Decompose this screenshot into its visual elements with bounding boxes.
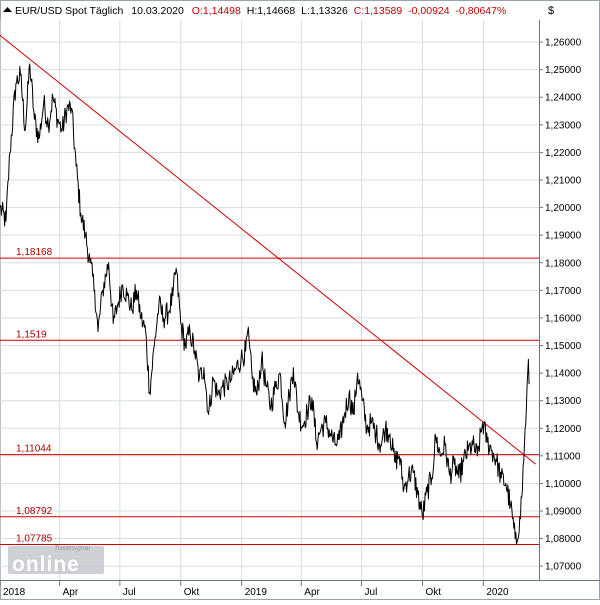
horizontal-levels: 1,18168 1,1519 1,11044 1,08792 1,07785	[0, 247, 539, 546]
chart-header: EUR/USD Spot Täglich 10.03.2020 O:1,1449…	[3, 5, 554, 17]
y-tick-label: 1,18000	[545, 258, 582, 269]
y-tick-label: 1,17000	[545, 286, 582, 297]
currency-symbol: $	[548, 5, 554, 17]
x-tick-label: Apr	[63, 587, 79, 598]
level-label: 1,08792	[16, 506, 53, 517]
change-percent: -0,80647%	[456, 5, 507, 17]
level-label: 1,18168	[16, 247, 53, 258]
y-tick-label: 1,19000	[545, 231, 582, 242]
level-label: 1,1519	[16, 329, 47, 340]
y-tick-label: 1,13000	[545, 396, 582, 407]
x-tick-label: 2018	[3, 587, 26, 598]
y-tick-label: 1,07000	[545, 562, 582, 573]
close-value: C:1,13589	[354, 5, 403, 17]
x-tick-label: Apr	[304, 587, 320, 598]
y-axis: 1,26000 1,25000 1,24000 1,23000 1,22000 1,210…	[539, 38, 582, 573]
svg-text:EUR/USD Spot Täglich 10.: EUR/USD Spot Täglich 10.03.2020 O:1,1449…	[15, 5, 506, 17]
high-value: H:1,14668	[247, 5, 296, 17]
y-tick-label: 1,11000	[545, 451, 581, 462]
trendline	[0, 34, 537, 465]
y-tick-label: 1,21000	[545, 176, 582, 187]
y-tick-label: 1,22000	[545, 148, 582, 159]
y-tick-label: 1,25000	[545, 65, 582, 76]
x-axis: 2018 Apr Jul Okt 2019 Apr Jul Okt 2020	[0, 580, 509, 598]
y-tick-label: 1,26000	[545, 38, 582, 49]
y-tick-label: 1,12000	[545, 424, 582, 435]
x-tick-label: Jul	[365, 587, 378, 598]
change-value: -0,00924	[408, 5, 450, 17]
instrument-name: EUR/USD Spot Täglich	[15, 5, 124, 17]
logo-brand: online	[12, 553, 80, 576]
y-tick-label: 1,24000	[545, 93, 582, 104]
collapse-triangle-icon[interactable]	[3, 7, 12, 12]
x-tick-label: 2019	[245, 587, 268, 598]
y-tick-label: 1,08000	[545, 534, 582, 545]
y-tick-label: 1,09000	[545, 507, 582, 518]
x-tick-label: Okt	[184, 587, 200, 598]
trendline-layer	[0, 34, 537, 465]
tradesignal-logo: online Tradesignal	[8, 545, 104, 576]
price-line	[0, 63, 530, 545]
x-tick-label: Jul	[123, 587, 136, 598]
y-tick-label: 1,14000	[545, 369, 582, 380]
x-tick-label: Okt	[425, 587, 441, 598]
level-label: 1,07785	[16, 534, 53, 545]
low-value: L:1,13326	[301, 5, 348, 17]
x-tick-label: 2020	[486, 587, 509, 598]
y-tick-label: 1,16000	[545, 313, 582, 324]
y-tick-label: 1,20000	[545, 203, 582, 214]
logo-small-text: Tradesignal	[54, 545, 91, 552]
y-tick-label: 1,23000	[545, 120, 582, 131]
logo-box	[8, 546, 104, 574]
header-date: 10.03.2020	[131, 5, 184, 17]
y-tick-label: 1,15000	[545, 341, 582, 352]
y-tick-label: 1,10000	[545, 479, 582, 490]
price-series	[0, 63, 530, 545]
open-value: O:1,14498	[192, 5, 241, 17]
level-label: 1,11044	[16, 444, 52, 455]
